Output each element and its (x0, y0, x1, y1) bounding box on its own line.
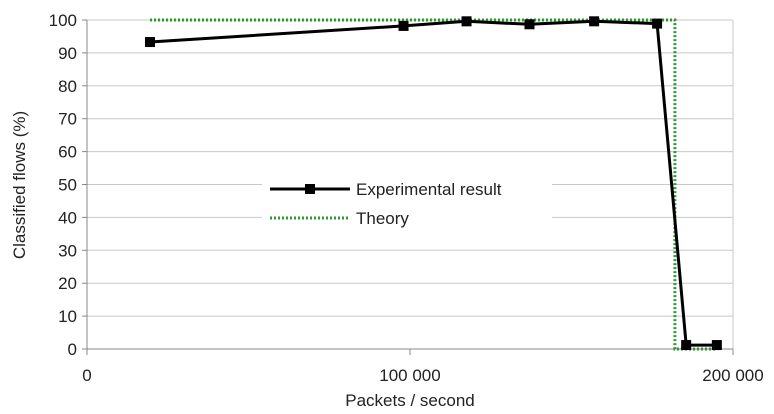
legend: Experimental result Theory (262, 172, 552, 236)
y-tick-label: 30 (58, 241, 77, 260)
legend-box (262, 172, 552, 236)
y-tick-label: 20 (58, 274, 77, 293)
y-tick-labels: 0 10 20 30 40 50 60 70 80 90 100 (49, 11, 77, 359)
x-tick-label: 0 (82, 366, 91, 385)
data-point-experimental (589, 16, 600, 27)
data-point-experimental (524, 19, 535, 30)
legend-label-experimental: Experimental result (356, 180, 502, 199)
y-axis-title: Classified flows (%) (10, 111, 29, 259)
y-tick-label: 70 (58, 110, 77, 129)
series-group (144, 16, 722, 351)
axes (82, 19, 734, 355)
series-line-theory (150, 18, 717, 351)
legend-marker-experimental (305, 184, 315, 194)
series-line-experimental (149, 19, 717, 347)
y-tick-label: 100 (49, 11, 77, 30)
data-point-experimental (398, 20, 409, 31)
y-tick-label: 40 (58, 208, 77, 227)
data-point-experimental (461, 16, 472, 27)
legend-label-theory: Theory (356, 209, 409, 228)
y-tick-label: 50 (58, 176, 77, 195)
data-point-experimental (681, 340, 692, 351)
y-tick-label: 60 (58, 143, 77, 162)
y-tick-label: 90 (58, 44, 77, 63)
x-tick-label: 100 000 (379, 366, 440, 385)
x-tick-label: 200 000 (702, 366, 763, 385)
y-tick-label: 10 (58, 307, 77, 326)
y-tick-label: 80 (58, 77, 77, 96)
x-axis-title: Packets / second (345, 391, 474, 410)
data-point-experimental (652, 18, 663, 29)
x-tick-labels: 0 100 000 200 000 (82, 366, 763, 385)
data-point-experimental (144, 37, 155, 48)
y-tick-label: 0 (68, 340, 77, 359)
data-point-experimental (711, 340, 722, 351)
